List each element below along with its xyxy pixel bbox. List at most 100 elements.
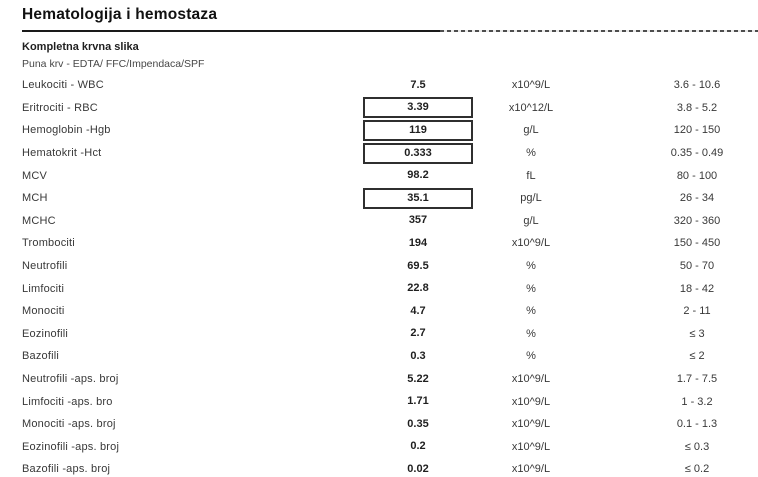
result-cell: 7.5 — [360, 75, 476, 96]
test-name: Eritrociti - RBC — [22, 101, 98, 114]
table-row: Hematokrit -Hct 0.333 % 0.35 - 0.49 — [22, 142, 758, 165]
result-cell: 0.3 — [360, 346, 476, 367]
table-row: Leukociti - WBC 7.5 x10^9/L 3.6 - 10.6 — [22, 74, 758, 97]
table-row: MCHC 357 g/L 320 - 360 — [22, 210, 758, 233]
result-value: 35.1 — [363, 187, 473, 209]
page-title: Hematologija i hemostaza — [22, 6, 218, 23]
test-name: Bazofili — [22, 350, 60, 363]
reference-range: 120 - 150 — [673, 124, 721, 137]
table-row: Eozinofili -aps. broj 0.2 x10^9/L ≤ 0.3 — [22, 436, 758, 459]
unit-label: x10^9/L — [511, 463, 551, 476]
result-value: 5.22 — [407, 372, 429, 385]
test-name: Trombociti — [22, 237, 75, 250]
unit-label: x10^9/L — [511, 418, 551, 431]
sample-type-label: Puna krv - EDTA/ FFC/Impendaca/SPF — [22, 58, 205, 70]
reference-range: 1.7 - 7.5 — [676, 373, 718, 386]
divider-solid-segment — [22, 30, 440, 32]
test-name: Hematokrit -Hct — [22, 147, 102, 160]
test-name: MCH — [22, 192, 48, 205]
result-cell: 119 — [360, 119, 476, 141]
unit-label: x10^9/L — [511, 440, 551, 453]
unit-label: fL — [526, 169, 536, 182]
result-value: 22.8 — [407, 282, 429, 295]
reference-range: 26 - 34 — [679, 192, 715, 205]
result-value: 0.35 — [407, 417, 429, 430]
result-value: 7.5 — [410, 78, 426, 91]
reference-range: 50 - 70 — [679, 260, 715, 273]
result-value: 69.5 — [407, 259, 429, 272]
table-row: Bazofili 0.3 % ≤ 2 — [22, 345, 758, 368]
unit-label: x10^9/L — [511, 395, 551, 408]
test-name: Limfociti -aps. bro — [22, 395, 113, 408]
test-name: MCV — [22, 169, 48, 182]
section-title: Kompletna krvna slika — [22, 41, 139, 53]
result-value: 119 — [363, 119, 473, 141]
table-row: Neutrofili 69.5 % 50 - 70 — [22, 255, 758, 278]
unit-label: x10^9/L — [511, 79, 551, 92]
test-name: Limfociti — [22, 282, 65, 295]
title-divider — [22, 30, 758, 32]
reference-range: 1 - 3.2 — [681, 395, 713, 408]
unit-label: x10^9/L — [511, 237, 551, 250]
table-row: Eozinofili 2.7 % ≤ 3 — [22, 323, 758, 346]
result-cell: 69.5 — [360, 256, 476, 277]
result-cell: 194 — [360, 233, 476, 254]
test-name: Leukociti - WBC — [22, 79, 104, 92]
unit-label: % — [526, 327, 536, 340]
reference-range: 0.35 - 0.49 — [670, 147, 724, 160]
reference-range: 0.1 - 1.3 — [676, 418, 718, 431]
result-value: 0.2 — [410, 440, 426, 453]
unit-label: % — [526, 282, 536, 295]
reference-range: 2 - 11 — [683, 305, 711, 318]
result-value: 194 — [408, 236, 428, 249]
result-cell: 2.7 — [360, 323, 476, 344]
result-cell: 35.1 — [360, 187, 476, 209]
result-cell: 1.71 — [360, 391, 476, 412]
reference-range: 150 - 450 — [673, 237, 721, 250]
reference-range: ≤ 3 — [689, 327, 705, 340]
reference-range: ≤ 0.2 — [684, 463, 710, 476]
result-value: 3.39 — [363, 97, 473, 119]
test-name: Eozinofili — [22, 327, 69, 340]
result-cell: 22.8 — [360, 278, 476, 299]
table-row: Hemoglobin -Hgb 119 g/L 120 - 150 — [22, 119, 758, 142]
test-name: Bazofili -aps. broj — [22, 463, 111, 476]
table-row: Monociti -aps. broj 0.35 x10^9/L 0.1 - 1… — [22, 413, 758, 436]
table-row: Limfociti 22.8 % 18 - 42 — [22, 277, 758, 300]
unit-label: x10^9/L — [511, 373, 551, 386]
table-row: Monociti 4.7 % 2 - 11 — [22, 300, 758, 323]
result-value: 4.7 — [410, 304, 426, 317]
unit-label: g/L — [523, 214, 539, 227]
test-name: Neutrofili — [22, 260, 68, 273]
result-cell: 0.02 — [360, 459, 476, 477]
table-row: MCV 98.2 fL 80 - 100 — [22, 164, 758, 187]
test-name: Hemoglobin -Hgb — [22, 124, 111, 137]
table-row: Bazofili -aps. broj 0.02 x10^9/L ≤ 0.2 — [22, 458, 758, 477]
table-row: Limfociti -aps. bro 1.71 x10^9/L 1 - 3.2 — [22, 390, 758, 413]
unit-label: pg/L — [520, 192, 542, 205]
result-cell: 0.35 — [360, 414, 476, 435]
reference-range: 18 - 42 — [679, 282, 715, 295]
test-name: Monociti — [22, 305, 65, 318]
table-row: Eritrociti - RBC 3.39 x10^12/L 3.8 - 5.2 — [22, 97, 758, 120]
reference-range: 3.8 - 5.2 — [676, 101, 718, 114]
test-name: Monociti -aps. broj — [22, 418, 116, 431]
result-cell: 98.2 — [360, 165, 476, 186]
result-cell: 3.39 — [360, 97, 476, 119]
result-value: 1.71 — [407, 395, 429, 408]
result-value: 0.3 — [410, 349, 426, 362]
result-cell: 0.2 — [360, 436, 476, 457]
result-value: 2.7 — [410, 327, 426, 340]
test-name: Neutrofili -aps. broj — [22, 373, 119, 386]
divider-dashed-segment — [440, 30, 758, 32]
unit-label: g/L — [523, 124, 539, 137]
result-cell: 357 — [360, 210, 476, 231]
unit-label: % — [526, 147, 536, 160]
result-value: 0.333 — [363, 142, 473, 164]
unit-label: % — [526, 305, 536, 318]
reference-range: 80 - 100 — [676, 169, 718, 182]
unit-label: x10^12/L — [508, 101, 554, 114]
table-row: Neutrofili -aps. broj 5.22 x10^9/L 1.7 -… — [22, 368, 758, 391]
reference-range: 320 - 360 — [673, 214, 721, 227]
